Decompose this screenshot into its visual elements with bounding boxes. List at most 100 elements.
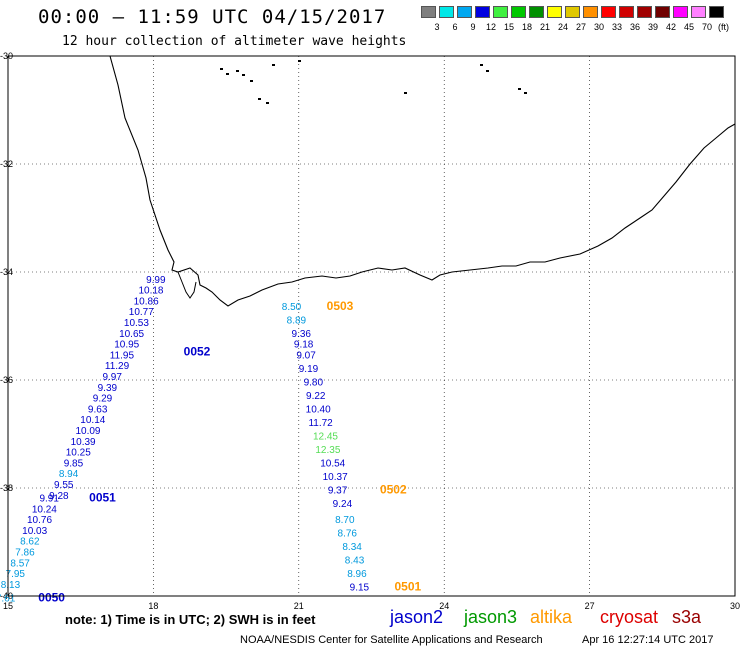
- longitude-tick-label: 24: [439, 601, 449, 611]
- scale-swatch: [457, 6, 472, 18]
- longitude-tick-label: 30: [730, 601, 740, 611]
- scale-tick-label: 6: [452, 22, 458, 32]
- swh-value-label: 10.03: [22, 526, 47, 537]
- inland-feature: [236, 70, 239, 72]
- pass-id-label: 0052: [184, 345, 211, 359]
- swh-value-label: 11.95: [110, 350, 135, 361]
- pass-id-label: 0050: [38, 590, 65, 604]
- scale-tick-label: 3: [434, 22, 440, 32]
- swh-value-label: 8.43: [345, 556, 365, 567]
- swh-value-label: 10.25: [66, 448, 91, 459]
- credit-text: NOAA/NESDIS Center for Satellite Applica…: [240, 634, 543, 646]
- swh-value-label: 10.37: [323, 472, 348, 483]
- swh-value-label: 10.76: [27, 515, 52, 526]
- longitude-tick-label: 15: [3, 601, 13, 611]
- swh-value-label: 11.29: [105, 361, 130, 372]
- swh-value-label: 9.18: [294, 340, 314, 351]
- swh-value-label: 7.95: [6, 569, 26, 580]
- inland-feature: [258, 98, 261, 100]
- scale-swatch: [439, 6, 454, 18]
- scale-tick-label: 24: [557, 22, 568, 32]
- swh-value-label: 9.97: [102, 372, 122, 383]
- latitude-tick-label: -36: [0, 375, 13, 385]
- scale-swatch: [547, 6, 562, 18]
- scale-swatch: [421, 6, 436, 18]
- satellite-legend-jason2: jason2: [390, 607, 444, 627]
- scale-tick-label: 27: [575, 22, 586, 32]
- scale-swatch: [637, 6, 652, 18]
- scale-swatch: [583, 6, 598, 18]
- scale-tick-label: 39: [647, 22, 658, 32]
- pass-0502: 9.07 9.19 9.80 9.22 10.40 11.72 12.45 12.35 10.5…: [296, 350, 407, 510]
- satellite-tracks: 9.9910.1810.8610.7710.5310.6510.9511.951…: [0, 275, 422, 605]
- inland-feature: [226, 73, 229, 75]
- pass-id-label: 0503: [327, 299, 354, 313]
- swh-value-label: 9.22: [306, 391, 326, 402]
- swh-value-label: 12.45: [313, 431, 338, 442]
- swh-value-label: 7.61: [0, 593, 16, 604]
- scale-tick-label: 9: [470, 22, 476, 32]
- scale-swatch: [691, 6, 706, 18]
- pass-id-label: 0502: [380, 482, 407, 496]
- scale-unit-label: (ft): [718, 22, 729, 32]
- scale-tick-label: 36: [629, 22, 640, 32]
- pass-0050: 7.61 0050: [0, 590, 65, 604]
- inland-feature: [298, 60, 301, 62]
- swh-value-label: 10.95: [114, 340, 139, 351]
- inland-feature: [480, 64, 483, 66]
- inland-feature: [524, 92, 527, 94]
- swh-value-label: 10.54: [320, 458, 345, 469]
- swh-value-label: 8.34: [342, 542, 362, 553]
- swh-value-label: 9.80: [304, 377, 324, 388]
- latitude-tick-label: -38: [0, 483, 13, 493]
- pass-0503: 8.50 8.89 9.369.18 0503: [282, 299, 354, 351]
- pass-id-label: 0501: [394, 580, 421, 594]
- swh-value-label: 10.65: [119, 329, 144, 340]
- cape-peninsula: [177, 271, 197, 299]
- scale-tick-label: 42: [665, 22, 676, 32]
- swh-value-label: 9.19: [299, 364, 319, 375]
- swh-value-label: 9.91: [39, 494, 59, 505]
- satellite-legend-altika: altika: [530, 607, 573, 627]
- footer-note: note: 1) Time is in UTC; 2) SWH is in fe…: [65, 612, 316, 627]
- swh-value-label: 9.85: [64, 458, 84, 469]
- swh-value-label: 9.15: [350, 583, 370, 594]
- latitude-tick-label: -32: [0, 159, 13, 169]
- satellite-legend-s3a: s3a: [672, 607, 702, 627]
- inland-feature: [266, 102, 269, 104]
- swh-value-label: 9.55: [54, 480, 74, 491]
- swh-value-label: 9.29: [93, 394, 113, 405]
- scale-swatch: [511, 6, 526, 18]
- latitude-tick-label: -30: [0, 51, 13, 61]
- inland-feature: [518, 88, 521, 90]
- scale-tick-label: 18: [521, 22, 532, 32]
- swh-value-label: 9.24: [333, 499, 353, 510]
- swh-value-label: 9.28: [49, 491, 69, 502]
- scale-swatch: [619, 6, 634, 18]
- satellite-legend-jason3: jason3: [464, 607, 518, 627]
- inland-feature: [486, 70, 489, 72]
- scale-swatch: [709, 6, 724, 18]
- longitude-tick-label: 21: [294, 601, 304, 611]
- scale-swatch: [673, 6, 688, 18]
- swh-value-label: 10.39: [71, 437, 96, 448]
- swh-value-label: 10.53: [124, 318, 149, 329]
- swh-value-label: 8.57: [10, 558, 30, 569]
- inland-feature: [220, 68, 223, 70]
- swh-value-label: 10.86: [134, 296, 159, 307]
- inland-feature: [250, 80, 253, 82]
- pass-0501: 8.70 8.76 8.34 8.43 8.96 9.15 0501: [335, 515, 421, 594]
- scale-tick-label: 33: [611, 22, 622, 32]
- swh-value-label: 9.37: [328, 485, 348, 496]
- pass-0052: 9.9910.1810.8610.7710.5310.6510.9511.951…: [49, 275, 211, 502]
- swh-value-label: 12.35: [315, 445, 340, 456]
- map-frame: [7, 55, 736, 597]
- inland-feature: [404, 92, 407, 94]
- swh-value-label: 8.62: [20, 537, 40, 548]
- longitude-tick-label: 18: [148, 601, 158, 611]
- swh-value-label: 9.36: [291, 329, 311, 340]
- scale-tick-label: 30: [593, 22, 604, 32]
- south-africa-coastline: [109, 55, 736, 307]
- swh-value-label: 10.09: [75, 426, 100, 437]
